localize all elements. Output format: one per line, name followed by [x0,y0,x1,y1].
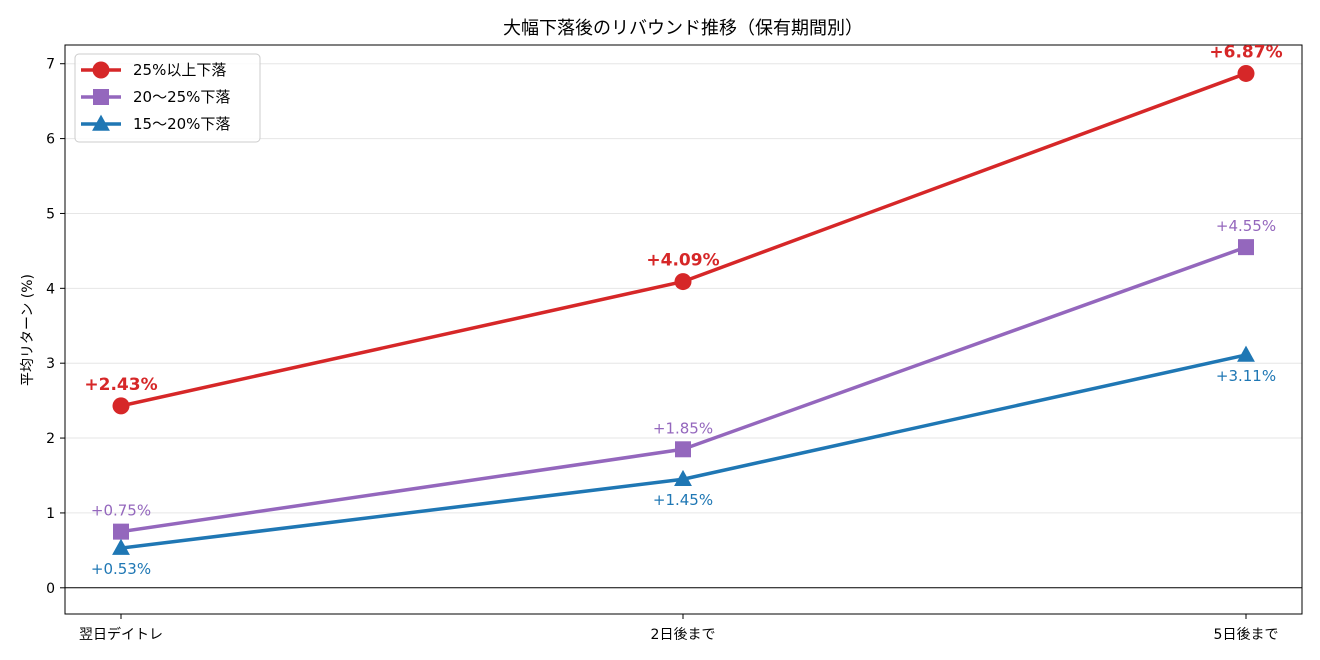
data-label: +0.75% [91,502,151,520]
legend-marker [92,114,110,131]
data-label: +4.55% [1216,217,1276,235]
grid [65,63,1302,514]
data-point [1237,345,1255,362]
series-2 [113,239,1254,540]
legend-marker [93,89,109,105]
x-tick-label: 翌日デイトレ [79,626,163,643]
x-tick-label: 2日後まで [651,627,716,643]
y-tick-label: 2 [46,431,55,447]
legend-label: 20～25%下落 [133,88,230,106]
legend-item: 15～20%下落 [81,114,230,133]
y-tick-label: 6 [46,132,55,148]
axes: 0 1 2 3 4 5 6 7 翌日デイトレ 2日後まで 5日後まで [46,44,1303,643]
y-tick-label: 5 [46,206,55,222]
data-point [113,523,129,540]
y-tick-label: 3 [46,356,55,372]
data-point [112,397,130,415]
series-1 [112,64,1255,415]
legend: 25%以上下落 20～25%下落 15～20%下落 [74,53,261,143]
legend-item: 20～25%下落 [81,88,230,106]
series-3 [112,345,1255,555]
series-layer [112,64,1255,555]
data-point [1238,239,1254,256]
data-label: +3.11% [1216,367,1276,385]
chart-title: 大幅下落後のリバウンド推移（保有期間別） [503,18,863,39]
y-axis-title: 平均リターン (%) [20,274,36,386]
data-label: +1.45% [653,491,713,509]
data-label: +6.87% [1209,42,1282,62]
data-label: +2.43% [84,375,157,395]
data-point [674,273,692,291]
data-point [112,538,130,555]
y-tick-label: 1 [46,506,55,522]
legend-marker [92,61,110,79]
y-tick-label: 4 [46,281,55,297]
data-point [675,441,691,458]
data-labels: +2.43% +4.09% +6.87% +0.75% +1.85% +4.55% +0.5… [84,42,1282,578]
legend-label: 25%以上下落 [133,61,226,79]
x-tick-label: 5日後まで [1214,627,1279,643]
data-label: +0.53% [91,560,151,578]
data-label: +4.09% [646,251,719,271]
data-point [1237,64,1255,82]
data-label: +1.85% [653,419,713,437]
y-tick-label: 0 [46,581,55,597]
series-line [120,71,1247,408]
legend-item: 25%以上下落 [81,61,226,79]
legend-box [74,53,261,143]
legend-label: 15～20%下落 [133,115,230,133]
y-tick-label: 7 [46,57,55,73]
data-point [674,469,692,487]
